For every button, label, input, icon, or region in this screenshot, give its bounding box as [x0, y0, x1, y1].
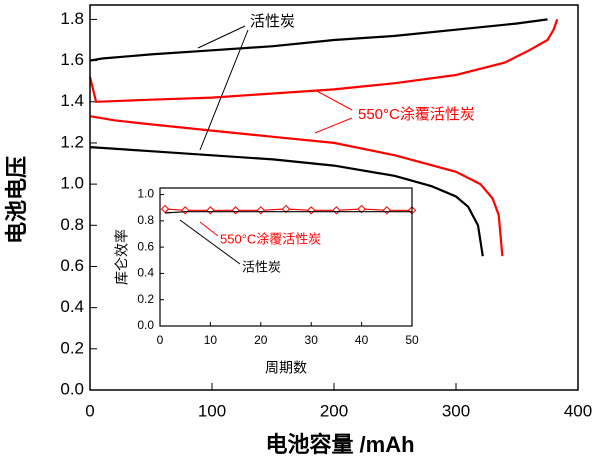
marker	[357, 204, 366, 214]
y-tick-label: 0.4	[60, 297, 84, 316]
series-line	[164, 211, 412, 214]
y-tick-label: 1.6	[60, 50, 84, 69]
inset-y-title: 库仑效率	[114, 229, 130, 285]
y-tick-label: 0.6	[60, 256, 84, 275]
marker	[256, 206, 266, 215]
y-axis-title: 电池电压	[4, 156, 29, 244]
arrow	[314, 117, 353, 134]
y-tick-label: 0.6	[137, 239, 154, 253]
y-tick-label: 0.8	[60, 215, 84, 234]
arrow	[199, 29, 249, 151]
y-tick-label: 0.8	[137, 213, 154, 227]
marker	[332, 206, 341, 215]
y-tick-label: 0.2	[137, 292, 154, 306]
annotation: 活性炭	[250, 13, 295, 30]
x-tick-label: 300	[442, 401, 470, 420]
marker	[231, 206, 240, 215]
arrow	[179, 219, 241, 265]
inset-annotation: 活性炭	[242, 259, 281, 274]
marker	[180, 206, 190, 215]
y-tick-label: 0.0	[137, 318, 154, 332]
x-tick-label: 50	[405, 333, 419, 347]
inset-x-title: 周期数	[265, 360, 307, 376]
y-tick-label: 1.0	[60, 174, 84, 193]
plot-frame	[159, 187, 413, 327]
y-tick-label: 1.2	[60, 132, 84, 151]
y-tick-label: 1.4	[60, 91, 84, 110]
arrow	[197, 25, 246, 49]
x-tick-label: 0	[85, 401, 94, 420]
x-tick-label: 200	[320, 401, 348, 420]
plot-frame	[89, 4, 579, 391]
marker	[206, 206, 215, 215]
arrow	[199, 221, 219, 237]
x-tick-label: 20	[254, 333, 268, 347]
x-tick-label: 0	[157, 333, 164, 347]
y-tick-label: 0.0	[60, 379, 84, 398]
arrow	[314, 89, 353, 111]
x-tick-label: 100	[198, 401, 226, 420]
x-tick-label: 10	[204, 333, 218, 347]
marker	[382, 206, 392, 215]
y-tick-label: 0.4	[137, 266, 154, 280]
marker	[281, 204, 291, 214]
series-line	[89, 18, 548, 257]
x-tick-label: 40	[355, 333, 369, 347]
x-tick-label: 400	[564, 401, 592, 420]
annotation: 550°C涂覆活性炭	[358, 106, 475, 123]
y-tick-label: 1.0	[137, 187, 154, 201]
marker	[306, 206, 316, 215]
x-axis-title: 电池容量 /mAh	[265, 432, 414, 457]
y-tick-label: 1.8	[60, 9, 84, 28]
series-line	[88, 19, 559, 257]
y-tick-label: 0.2	[60, 338, 84, 357]
x-tick-label: 30	[305, 333, 319, 347]
inset-annotation: 550°C涂覆活性炭	[220, 231, 321, 246]
